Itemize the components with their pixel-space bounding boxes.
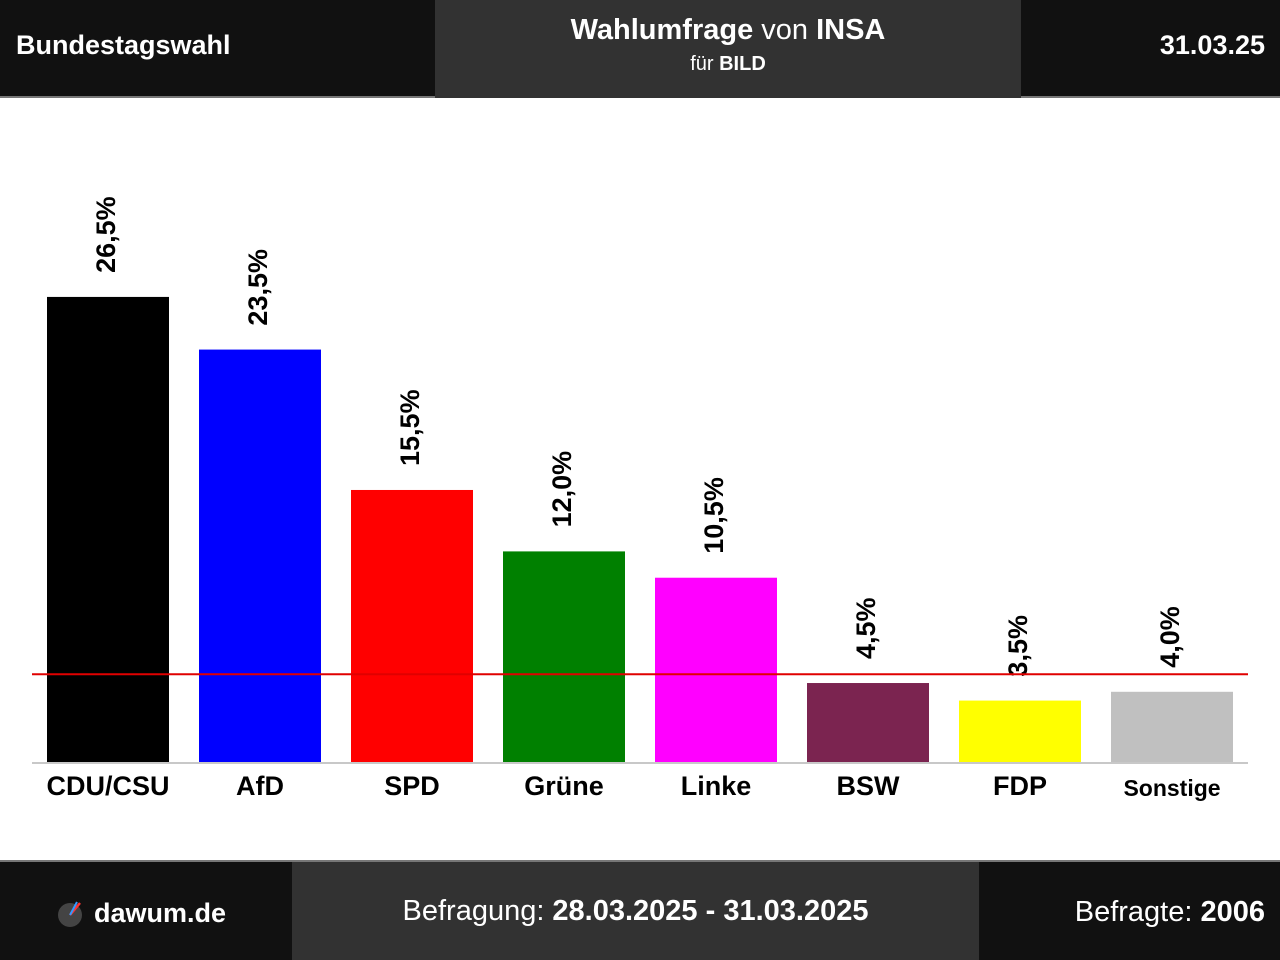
site-name: dawum.de bbox=[94, 898, 227, 928]
value-label: 4,5% bbox=[851, 597, 881, 659]
respondents-label: Befragte: bbox=[1074, 896, 1193, 928]
category-label: FDP bbox=[993, 771, 1047, 801]
poll-title-von: von bbox=[761, 14, 809, 46]
value-label: 15,5% bbox=[395, 389, 425, 466]
value-label: 4,0% bbox=[1155, 606, 1185, 668]
bar-cdu-csu bbox=[47, 296, 169, 762]
bar-gr-ne bbox=[503, 551, 625, 762]
bar-afd bbox=[199, 349, 321, 762]
survey-period-value: 28.03.2025 - 31.03.2025 bbox=[552, 894, 869, 927]
poll-client-fuer: für bbox=[690, 53, 714, 75]
header-bar: Bundestagswahl Wahlumfrage von INSA für … bbox=[0, 0, 1280, 98]
dawum-logo-icon bbox=[58, 901, 82, 927]
bar-sonstige bbox=[1111, 691, 1233, 762]
category-label: Grüne bbox=[524, 771, 604, 801]
footer-bar: dawum.de Befragung: 28.03.2025 - 31.03.2… bbox=[0, 860, 1280, 960]
value-label: 23,5% bbox=[243, 249, 273, 326]
bar-bsw bbox=[807, 683, 929, 762]
value-label: 3,5% bbox=[1003, 615, 1033, 677]
category-label: Sonstige bbox=[1123, 775, 1220, 801]
respondents: Befragte: 2006 bbox=[1075, 896, 1265, 929]
category-label: Linke bbox=[681, 771, 752, 801]
respondents-value: 2006 bbox=[1200, 896, 1265, 928]
poll-title-box: Wahlumfrage von INSA für BILD bbox=[435, 0, 1021, 98]
site-logo-link[interactable]: dawum.de bbox=[56, 898, 226, 929]
bar-fdp bbox=[959, 700, 1081, 762]
survey-period: Befragung: 28.03.2025 - 31.03.2025 bbox=[292, 862, 979, 960]
election-title: Bundestagswahl bbox=[16, 30, 231, 60]
bar-linke bbox=[655, 577, 777, 762]
poll-title-word: Wahlumfrage bbox=[570, 14, 754, 46]
client-name: BILD bbox=[719, 53, 766, 75]
category-label: BSW bbox=[837, 771, 901, 801]
institute-name: INSA bbox=[816, 14, 886, 46]
bar-chart: 26,5% CDU/CSU 23,5% AfD 15,5% SPD 12,0% Grüne 10… bbox=[32, 196, 1248, 801]
value-label: 26,5% bbox=[91, 196, 121, 273]
bar-spd bbox=[351, 489, 473, 762]
poll-title: Wahlumfrage von INSA bbox=[435, 14, 1021, 47]
value-label: 12,0% bbox=[547, 451, 577, 528]
poll-date: 31.03.25 bbox=[1159, 30, 1265, 60]
survey-period-label: Befragung: bbox=[402, 894, 545, 927]
value-label: 10,5% bbox=[699, 477, 729, 554]
category-label: AfD bbox=[236, 771, 284, 801]
category-label: SPD bbox=[384, 771, 440, 801]
poll-client: für BILD bbox=[435, 53, 1021, 76]
category-label: CDU/CSU bbox=[46, 771, 169, 801]
